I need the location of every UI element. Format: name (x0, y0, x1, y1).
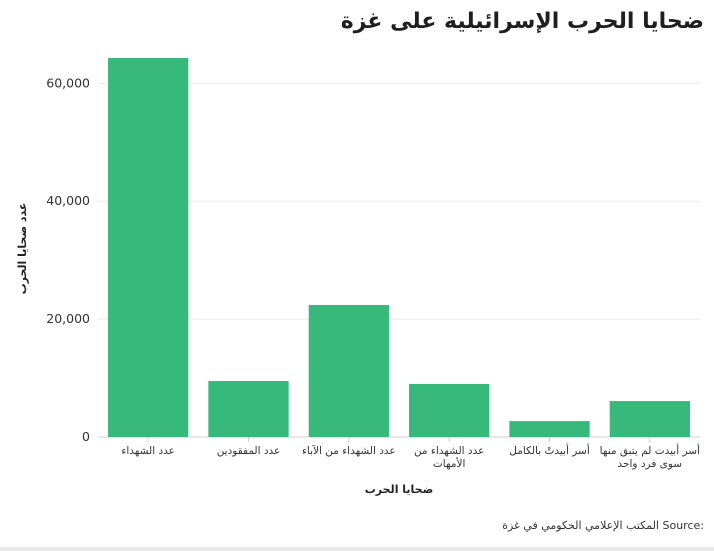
x-tick-label: عدد الشهداء من الأمهات (414, 445, 484, 470)
source-label: Source: (662, 519, 705, 532)
bar (409, 383, 490, 437)
y-tick-label: 60,000 (46, 75, 90, 90)
y-axis-title: عدد ضحايا الحرب (16, 203, 29, 295)
bar (208, 381, 289, 437)
x-tick-label: أسر أبيدتْ بالكامل (509, 443, 590, 457)
x-tick-label: عدد المفقودين (217, 445, 281, 457)
y-tick-label: 0 (82, 429, 90, 444)
bar (308, 304, 389, 437)
x-tick-label: أسر أبيدت لم يتبق منها سوى فرد واحد (600, 443, 700, 470)
bar (509, 421, 590, 437)
bar (609, 401, 690, 437)
source-note: المكتب الإعلامي الحكومي في غزة Source: (502, 519, 704, 532)
bar-chart: 0 20,000 40,000 60,000 عدد الشهداء عدد المفقو… (16, 58, 700, 496)
x-tick-label: عدد الشهداء من الآباء (302, 444, 396, 457)
bar (108, 58, 189, 438)
source-value: المكتب الإعلامي الحكومي في غزة (502, 519, 659, 532)
footer-divider (0, 547, 714, 551)
x-tick-label: عدد الشهداء (121, 445, 174, 457)
chart-title: ضحايا الحرب الإسرائيلية على غزة (340, 9, 704, 34)
x-axis-title: ضحايا الحرب (365, 483, 434, 496)
y-tick-label: 20,000 (46, 311, 90, 326)
y-tick-label: 40,000 (46, 193, 90, 208)
